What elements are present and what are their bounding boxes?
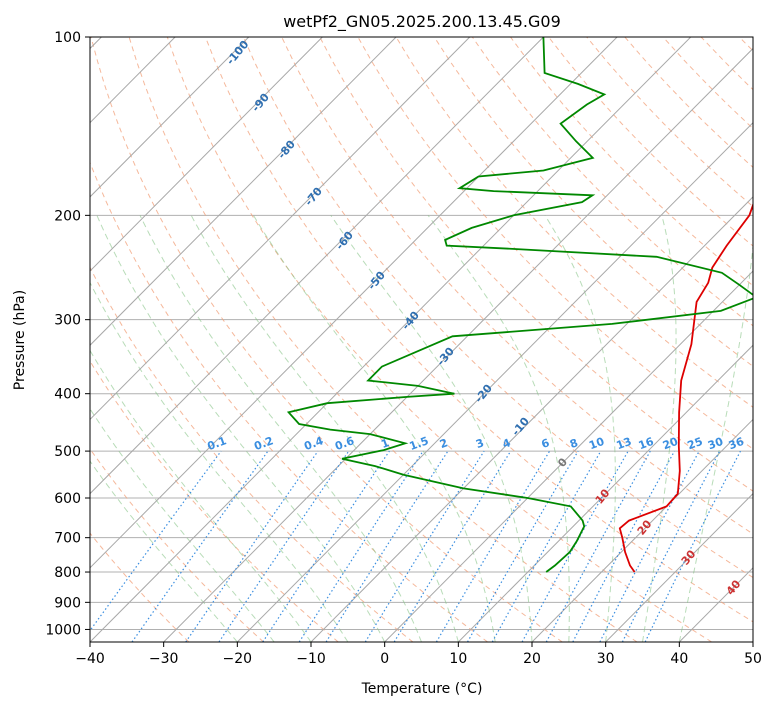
plot-area (90, 37, 753, 642)
mixing-ratio-line (545, 450, 651, 642)
mixing-ratio-label: 1.5 (408, 434, 431, 453)
mixing-ratio-line (521, 450, 629, 642)
mixing-ratio-line (621, 450, 721, 642)
moist-adiabat-line (427, 215, 570, 642)
mixing-ratio-line (131, 450, 269, 642)
mixing-ratio-label: 4 (501, 436, 513, 451)
y-tick-label: 100 (54, 30, 81, 46)
mixing-ratio-line (185, 450, 319, 642)
y-tick-label: 900 (54, 595, 81, 611)
temperature-profile-line (618, 202, 753, 573)
background-lines (90, 37, 753, 642)
isotherm-line (163, 47, 753, 642)
mixing-ratio-label: 8 (568, 436, 580, 451)
dry-adiabat-line (90, 161, 488, 642)
isotherm-line (90, 37, 250, 198)
y-tick-label: 500 (54, 444, 81, 460)
mixing-ratio-label: 36 (727, 435, 746, 453)
mixing-ratio-label: 0.2 (252, 434, 275, 453)
x-tick-label: −10 (296, 651, 326, 667)
mixing-ratio-label: 10 (587, 435, 606, 453)
x-tick-label: −30 (149, 651, 179, 667)
moist-adiabat-line (96, 215, 386, 642)
x-tick-label: 40 (670, 651, 688, 667)
mixing-ratio-line (393, 450, 512, 642)
moist-adiabat-line (90, 407, 275, 642)
moist-adiabat-line (139, 215, 422, 642)
y-tick-label: 300 (54, 313, 81, 329)
x-axis-label: Temperature (°C) (361, 681, 483, 697)
mixing-ratio-label: 3 (474, 436, 486, 451)
dry-adiabat-line (357, 37, 753, 450)
mixing-ratio-label: 0.4 (302, 434, 325, 453)
chart-title: wetPf2_GN05.2025.200.13.45.G09 (283, 12, 561, 32)
x-tick-label: −20 (223, 651, 253, 667)
isotherm-line (752, 641, 753, 642)
dry-adiabat-line (319, 37, 753, 492)
isotherm-line (90, 37, 692, 642)
y-tick-label: 800 (54, 565, 81, 581)
dry-adiabat-line (166, 37, 712, 642)
mixing-ratio-label: 13 (615, 435, 634, 452)
dry-adiabat-line (90, 532, 190, 642)
moist-adiabat-line (544, 215, 616, 642)
mixing-ratio-line (218, 450, 350, 642)
mixing-ratio-line (90, 450, 222, 632)
dry-adiabat-line (128, 37, 638, 642)
dry-adiabat-line (471, 37, 753, 327)
isotherm-line (605, 492, 753, 642)
y-tick-label: 600 (54, 491, 81, 507)
x-tick-label: 10 (449, 651, 467, 667)
profile-lines (286, 37, 753, 573)
dry-adiabat-line (90, 37, 563, 642)
isotherm-line (90, 37, 397, 346)
mixing-ratio-line (491, 450, 602, 642)
isotherm-line (90, 37, 618, 569)
mixing-ratio-line (572, 450, 676, 642)
dewpoint-profile-line (286, 37, 753, 573)
moist-adiabat-line (330, 215, 533, 642)
isotherm-line (531, 418, 753, 642)
mixing-ratio-line (325, 450, 449, 642)
mixing-ratio-label: 0.1 (206, 434, 229, 453)
x-tick-label: 50 (744, 651, 762, 667)
plot-frame (89, 36, 754, 643)
isotherm-line (90, 37, 323, 272)
mixing-ratio-label: 16 (637, 435, 656, 453)
dry-adiabat-line (204, 37, 753, 623)
mixing-ratio-label: 0.6 (333, 434, 356, 453)
mixing-ratio-label: 30 (706, 435, 725, 453)
mixing-ratio-label: 6 (540, 436, 552, 451)
mixing-ratio-label: 25 (686, 435, 705, 452)
mixing-ratio-label: 20 (661, 435, 680, 453)
y-tick-label: 400 (54, 387, 81, 403)
moist-adiabat-line (190, 215, 459, 642)
x-tick-label: −40 (75, 651, 105, 667)
y-axis-label: Pressure (hPa) (12, 290, 28, 390)
isotherm-line (90, 37, 471, 421)
dry-adiabat-line (90, 360, 339, 642)
mixing-ratio-label: 1 (379, 436, 391, 451)
isotherm-line (236, 121, 753, 642)
y-tick-label: 200 (54, 208, 81, 224)
isotherm-line (90, 37, 544, 495)
moist-adiabat-line (90, 460, 238, 642)
x-axis-ticks: −40 −30 −20 −10 0 10 20 30 40 50 (75, 642, 762, 667)
mixing-ratio-label: 2 (438, 436, 450, 451)
mixing-ratio-line (262, 450, 390, 642)
moist-adiabat-line (678, 241, 753, 642)
y-tick-label: 700 (54, 531, 81, 547)
moist-adiabat-line (90, 349, 312, 642)
isotherm-line (384, 270, 753, 642)
x-tick-label: 30 (597, 651, 615, 667)
isotherm-line (457, 344, 753, 642)
x-tick-label: 20 (523, 651, 541, 667)
isotherm-line (310, 196, 753, 642)
x-tick-label: 0 (380, 651, 389, 667)
mixing-ratio-line (298, 450, 424, 642)
mixing-ratio-line (644, 450, 742, 642)
y-tick-label: 1000 (45, 622, 81, 638)
y-axis-ticks: 100 200 300 400 500 600 700 800 900 1000 (45, 30, 90, 638)
